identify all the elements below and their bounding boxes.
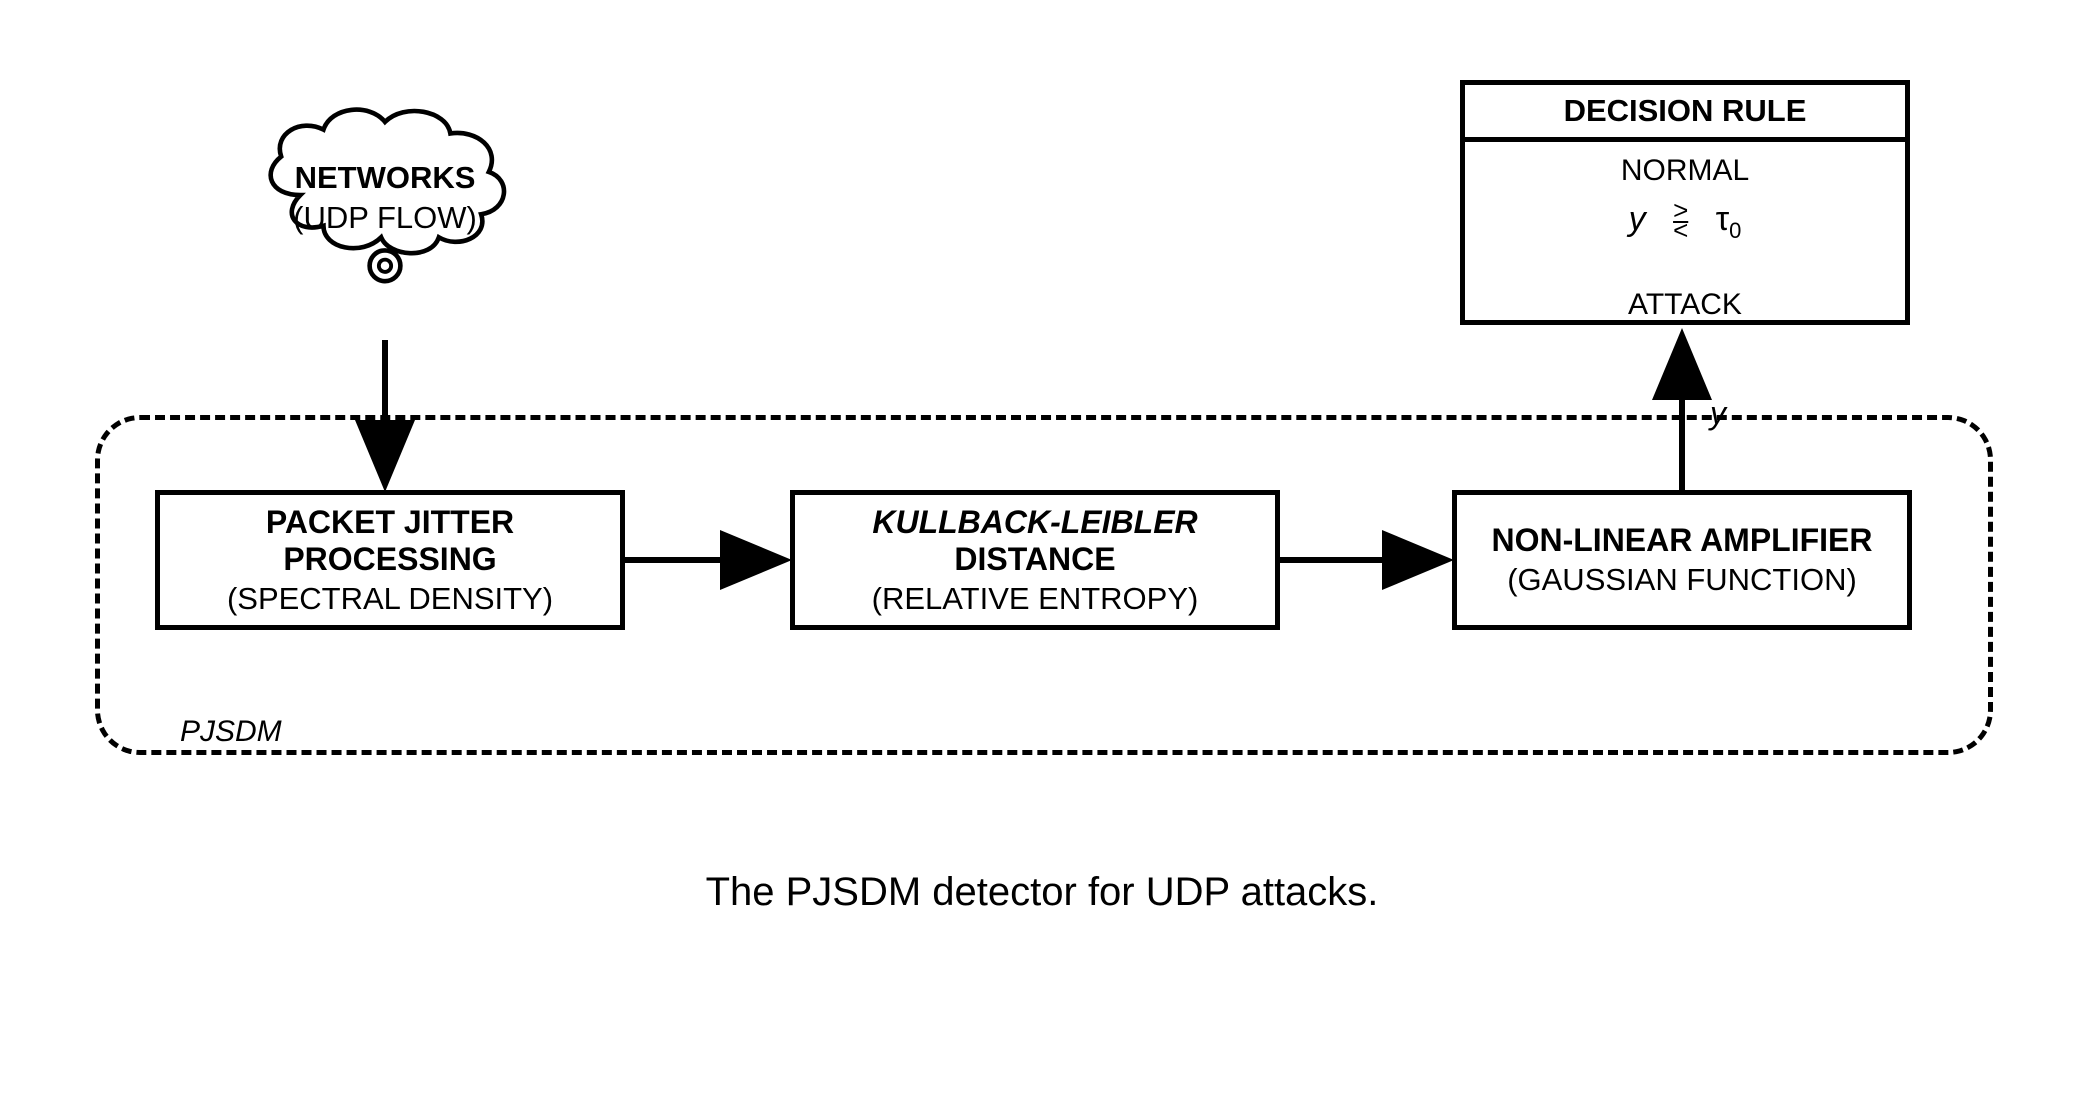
block2-title: KULLBACK-LEIBLER DISTANCE [795, 504, 1275, 578]
decision-body: NORMAL y > < τ0 ATTACK [1465, 142, 1905, 332]
block3-title: NON-LINEAR AMPLIFIER [1491, 522, 1872, 559]
cloud-text: NETWORKS (UDP FLOW) [240, 160, 530, 236]
block1-title: PACKET JITTER PROCESSING [160, 504, 620, 578]
decision-equation: y > < τ0 [1465, 200, 1905, 244]
normal-label: NORMAL [1465, 154, 1905, 188]
kullback-leibler-block: KULLBACK-LEIBLER DISTANCE (RELATIVE ENTR… [790, 490, 1280, 630]
figure-caption: The PJSDM detector for UDP attacks. [0, 870, 2084, 915]
decision-header: DECISION RULE [1465, 85, 1905, 142]
block2-subtitle: (RELATIVE ENTROPY) [872, 581, 1199, 617]
nonlinear-amplifier-block: NON-LINEAR AMPLIFIER (GAUSSIAN FUNCTION) [1452, 490, 1912, 630]
pjsdm-diagram: NETWORKS (UDP FLOW) PJSDM PACKET JITTER … [0, 0, 2084, 1100]
block1-subtitle: (SPECTRAL DENSITY) [227, 581, 553, 617]
decision-rule-box: DECISION RULE NORMAL y > < τ0 ATTACK [1460, 80, 1910, 325]
packet-jitter-block: PACKET JITTER PROCESSING (SPECTRAL DENSI… [155, 490, 625, 630]
y-output-label: y [1710, 395, 1726, 432]
attack-label: ATTACK [1465, 288, 1905, 322]
block3-subtitle: (GAUSSIAN FUNCTION) [1507, 562, 1857, 598]
cloud-subtitle: (UDP FLOW) [240, 200, 530, 236]
pjsdm-label: PJSDM [180, 715, 282, 749]
cloud-title: NETWORKS [240, 160, 530, 196]
